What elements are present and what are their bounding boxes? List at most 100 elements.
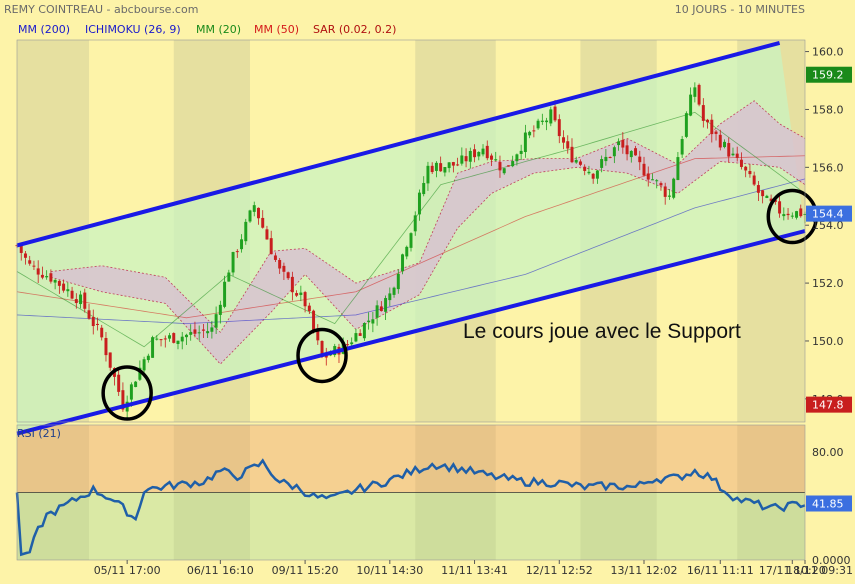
candle-body xyxy=(278,259,282,269)
candle-body xyxy=(727,143,731,157)
candle-body xyxy=(731,153,735,156)
x-tick-label: 06/11 16:10 xyxy=(187,564,254,577)
candle-body xyxy=(235,251,239,253)
candle-body xyxy=(739,159,743,167)
x-tick-label: 10/11 14:30 xyxy=(356,564,423,577)
candle-body xyxy=(477,151,481,157)
price-panel-frame xyxy=(16,39,806,423)
candle-body xyxy=(778,201,782,214)
candle-body xyxy=(494,159,498,161)
candle-body xyxy=(434,162,438,171)
candle-body xyxy=(40,274,44,278)
candle-body xyxy=(290,276,294,293)
candle-body xyxy=(600,159,604,168)
candle-body xyxy=(638,156,642,163)
candle-body xyxy=(447,162,451,169)
candle-body xyxy=(413,215,417,232)
rsi-current-label: 41.85 xyxy=(812,498,844,511)
candle-body xyxy=(604,156,608,162)
candle-body xyxy=(735,153,739,158)
candle-body xyxy=(138,367,142,380)
candle-body xyxy=(646,173,650,180)
candle-body xyxy=(574,160,578,163)
candle-body xyxy=(506,165,510,167)
price-y-tick-label: 154.0 xyxy=(812,219,844,232)
candle-body xyxy=(295,293,299,296)
support-touch-circle xyxy=(296,327,348,384)
price-y-tick-label: 152.0 xyxy=(812,277,844,290)
mm20-line xyxy=(16,111,806,348)
candle-body xyxy=(388,293,392,301)
candle-body xyxy=(28,260,32,264)
rsi-panel xyxy=(15,458,806,557)
candle-body xyxy=(723,141,726,148)
price-y-tick-label: 156.0 xyxy=(812,161,844,174)
candle-body xyxy=(36,268,40,275)
candle-body xyxy=(231,252,235,273)
candle-body xyxy=(773,199,777,202)
candle-body xyxy=(515,154,519,162)
candle-body xyxy=(269,238,273,255)
candle-body xyxy=(159,339,163,341)
candle-body xyxy=(485,145,489,159)
candle-body xyxy=(210,327,214,332)
candle-body xyxy=(540,120,544,122)
candle-body xyxy=(490,155,493,160)
candle-body xyxy=(689,94,693,116)
candle-body xyxy=(782,214,786,217)
mm200-line xyxy=(16,178,806,325)
candle-body xyxy=(562,137,565,143)
candle-body xyxy=(168,335,171,339)
candle-body xyxy=(379,306,383,312)
candle-body xyxy=(83,292,87,309)
rsi-oversold-zone xyxy=(17,492,805,560)
candle-body xyxy=(350,342,354,345)
candle-body xyxy=(697,84,701,105)
candle-body xyxy=(375,305,379,318)
candle-body xyxy=(172,333,176,343)
candle-body xyxy=(214,314,218,328)
candle-body xyxy=(307,305,311,312)
candle-body xyxy=(197,332,201,334)
channel-support-line xyxy=(16,229,806,436)
candle-body xyxy=(765,195,769,198)
candle-body xyxy=(312,310,316,331)
candle-body xyxy=(367,320,371,323)
candle-body xyxy=(680,139,684,155)
candle-body xyxy=(180,336,184,342)
rsi-line xyxy=(15,458,806,557)
candle-body xyxy=(87,310,91,319)
price-label-159.2: 159.2 xyxy=(812,69,844,82)
rsi-panel-frame xyxy=(16,424,806,561)
candle-body xyxy=(693,87,697,97)
candle-body xyxy=(49,273,53,282)
candle-body xyxy=(532,130,536,132)
candle-body xyxy=(142,359,146,371)
candle-body xyxy=(634,148,638,156)
ichimoku-cloud-upper-edge xyxy=(50,100,806,333)
candle-body xyxy=(481,148,485,155)
candle-body xyxy=(744,166,748,171)
candle-body xyxy=(761,190,765,197)
candle-body xyxy=(401,254,405,272)
candle-body xyxy=(163,338,167,340)
candle-body xyxy=(252,205,256,212)
candle-body xyxy=(583,166,587,171)
candle-body xyxy=(184,334,188,338)
candle-body xyxy=(345,344,349,346)
candle-body xyxy=(545,120,549,123)
x-tick-label: 18/11 09:31 xyxy=(786,564,853,577)
candle-body xyxy=(189,332,193,335)
support-annotation: Le cours joue avec le Support xyxy=(463,320,741,343)
candle-body xyxy=(460,155,464,164)
candle-body xyxy=(591,173,595,179)
candle-body xyxy=(430,165,434,173)
candle-body xyxy=(625,145,629,155)
channel-resistance-line xyxy=(16,40,781,248)
candle-body xyxy=(155,338,159,340)
candle-body xyxy=(354,333,358,342)
ichimoku-cloud-lower-edge xyxy=(50,161,806,365)
candle-body xyxy=(384,298,388,312)
candle-body xyxy=(549,109,553,124)
